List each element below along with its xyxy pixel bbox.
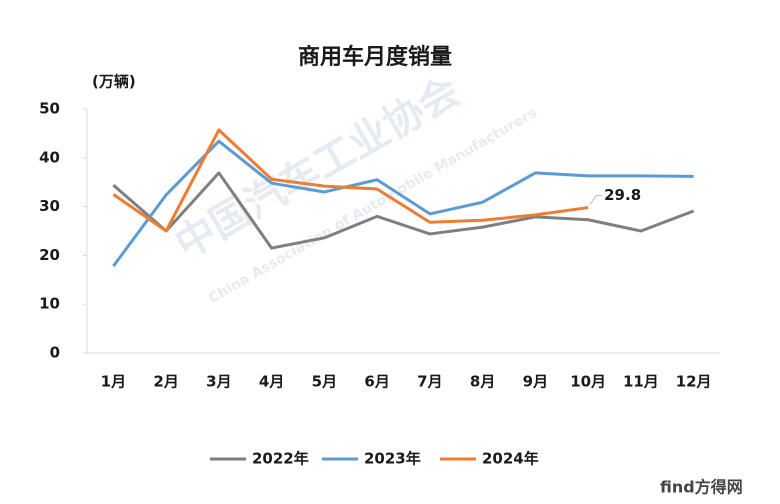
x-tick-label: 3月 bbox=[206, 373, 231, 391]
x-tick-label: 9月 bbox=[523, 373, 548, 391]
x-tick-label: 10月 bbox=[570, 373, 606, 391]
x-tick-label: 2月 bbox=[153, 373, 178, 391]
y-tick-label: 50 bbox=[39, 100, 60, 118]
y-tick-label: 20 bbox=[39, 246, 60, 264]
x-tick-label: 5月 bbox=[312, 373, 337, 391]
label-leader bbox=[589, 195, 603, 205]
data-label: 29.8 bbox=[604, 186, 641, 204]
x-tick-label: 4月 bbox=[259, 373, 284, 391]
legend-label: 2023年 bbox=[364, 450, 421, 468]
y-tick-label: 10 bbox=[39, 295, 60, 313]
y-tick-label: 0 bbox=[50, 344, 60, 362]
legend-label: 2024年 bbox=[482, 450, 539, 468]
x-tick-label: 1月 bbox=[101, 373, 126, 391]
series-line bbox=[112, 171, 695, 250]
legend-label: 2022年 bbox=[252, 450, 309, 468]
y-axis-label: (万辆) bbox=[92, 73, 136, 91]
watermark: find方得网 bbox=[660, 478, 743, 497]
series-line bbox=[112, 128, 589, 233]
x-tick-label: 6月 bbox=[364, 373, 389, 391]
y-tick-label: 30 bbox=[39, 197, 60, 215]
series-line bbox=[112, 139, 694, 268]
x-tick-label: 7月 bbox=[417, 373, 442, 391]
y-tick-label: 40 bbox=[39, 148, 60, 166]
chart-title: 商用车月度销量 bbox=[298, 44, 452, 70]
x-tick-label: 12月 bbox=[676, 373, 712, 391]
x-tick-label: 11月 bbox=[623, 373, 659, 391]
x-tick-label: 8月 bbox=[470, 373, 495, 391]
